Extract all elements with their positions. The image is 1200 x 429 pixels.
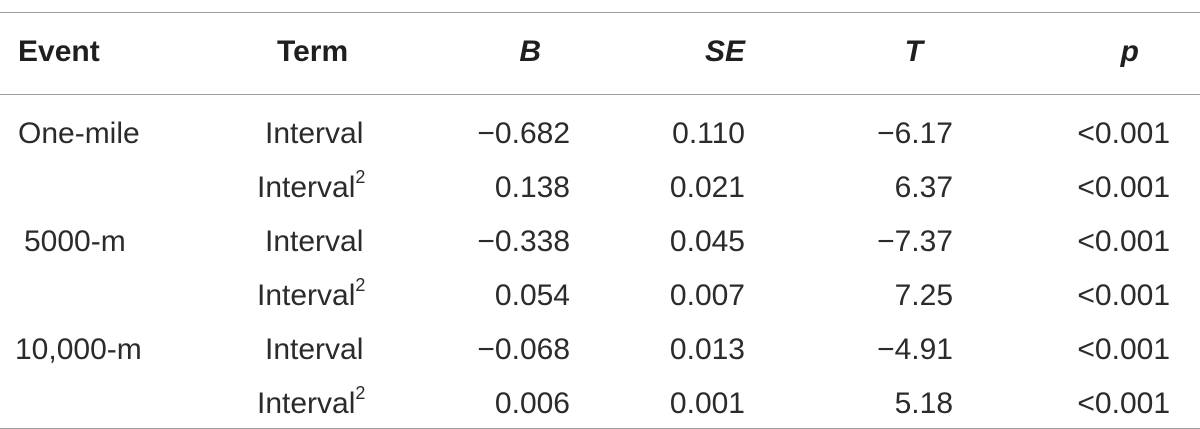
cell-se: 0.007 [669,279,745,312]
cell-p: <0.001 [1077,171,1170,204]
cell-b: −0.068 [477,333,570,366]
cell-term: Interval [265,224,363,260]
cell-term-label: Interval [265,117,364,150]
cell-b: −0.682 [477,117,570,150]
cell-b: −0.338 [477,225,570,258]
cell-p: <0.001 [1077,387,1170,420]
cell-t: −6.17 [877,117,953,150]
header-b: B [519,35,541,68]
cell-term-label: Interval [265,333,364,366]
cell-t: 6.37 [894,171,953,204]
cell-p: <0.001 [1077,279,1170,312]
header-se: SE [704,35,745,68]
cell-term: Interval [265,116,363,152]
cell-b: 0.138 [494,171,570,204]
header-event: Event [18,35,100,68]
cell-event: One-mile [18,117,140,150]
cell-se: 0.021 [669,171,745,204]
cell-event: 10,000-m [15,333,142,366]
cell-term: Interval [265,332,363,368]
cell-term: Interval2 [257,275,366,314]
header-term: Term [277,35,349,68]
table-header-rule [0,94,1200,95]
cell-t: −4.91 [877,333,953,366]
cell-b: 0.006 [494,387,570,420]
cell-term-superscript: 2 [355,275,366,295]
cell-event: 5000-m [24,225,126,258]
cell-term-label: Interval [265,225,364,258]
cell-p: <0.001 [1077,333,1170,366]
cell-se: 0.001 [669,387,745,420]
cell-term-label: Interval [257,387,356,420]
cell-term-label: Interval [257,171,356,204]
cell-se: 0.045 [669,225,745,258]
cell-se: 0.110 [672,117,745,150]
cell-p: <0.001 [1077,225,1170,258]
header-t: T [904,35,923,68]
table-top-rule [0,12,1200,13]
cell-p: <0.001 [1077,117,1170,150]
cell-b: 0.054 [494,279,570,312]
cell-term-superscript: 2 [355,383,366,403]
cell-se: 0.013 [669,333,745,366]
cell-term: Interval2 [257,383,366,422]
cell-t: −7.37 [877,225,953,258]
cell-t: 5.18 [894,387,953,420]
cell-term-superscript: 2 [355,167,366,187]
cell-term-label: Interval [257,279,356,312]
cell-t: 7.25 [894,279,953,312]
cell-term: Interval2 [257,167,366,206]
header-p: p [1120,35,1139,68]
